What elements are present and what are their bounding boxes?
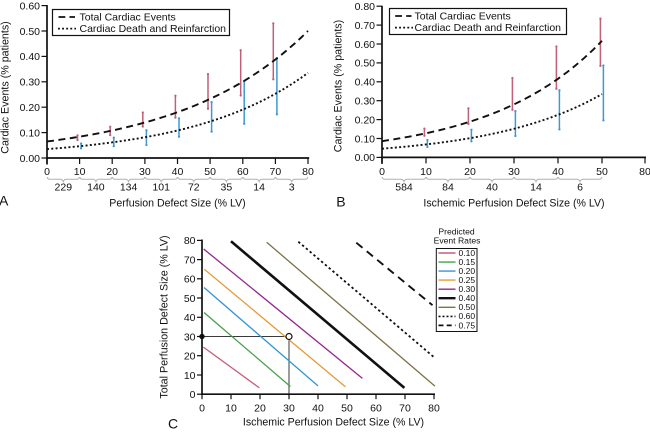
svg-text:40: 40	[552, 166, 564, 178]
svg-text:0.40: 0.40	[355, 77, 376, 89]
svg-text:A: A	[0, 193, 9, 209]
svg-text:0.40: 0.40	[459, 293, 476, 303]
svg-text:70: 70	[399, 403, 411, 415]
svg-text:30: 30	[283, 403, 295, 415]
svg-text:70: 70	[184, 254, 196, 266]
svg-text:10: 10	[225, 403, 237, 415]
svg-text:0.00: 0.00	[20, 153, 41, 165]
svg-text:0.30: 0.30	[355, 96, 376, 108]
svg-text:30: 30	[508, 166, 520, 178]
svg-text:6: 6	[577, 182, 583, 194]
svg-text:Cardiac Death and Reinfarction: Cardiac Death and Reinfarction	[80, 23, 227, 35]
svg-text:Cardiac Events (% patients): Cardiac Events (% patients)	[333, 20, 345, 152]
svg-text:40: 40	[184, 312, 196, 324]
svg-text:584: 584	[395, 182, 413, 194]
svg-text:80: 80	[302, 166, 314, 178]
svg-text:Cardiac Events (% patients): Cardiac Events (% patients)	[0, 21, 12, 153]
svg-text:0.40: 0.40	[20, 51, 41, 63]
svg-text:60: 60	[370, 403, 382, 415]
svg-text:0.20: 0.20	[459, 266, 476, 276]
svg-text:0.30: 0.30	[20, 77, 41, 89]
svg-text:80: 80	[639, 166, 650, 178]
svg-text:20: 20	[254, 403, 266, 415]
svg-text:50: 50	[184, 293, 196, 305]
svg-text:50: 50	[341, 403, 353, 415]
svg-text:Total Cardiac Events: Total Cardiac Events	[415, 11, 511, 23]
svg-text:Event Rates: Event Rates	[434, 236, 481, 246]
svg-text:0: 0	[190, 389, 196, 401]
svg-text:0.80: 0.80	[355, 1, 376, 13]
svg-text:30: 30	[184, 331, 196, 343]
svg-text:10: 10	[184, 370, 196, 382]
svg-text:Ischemic Perfusion Defect Size: Ischemic Perfusion Defect Size (% LV)	[243, 417, 424, 429]
svg-text:0.20: 0.20	[20, 102, 41, 114]
svg-text:20: 20	[106, 166, 118, 178]
svg-text:0.15: 0.15	[459, 257, 476, 267]
svg-text:0.00: 0.00	[355, 152, 376, 164]
svg-text:84: 84	[442, 182, 454, 194]
svg-text:72: 72	[188, 182, 200, 194]
svg-text:0.50: 0.50	[20, 26, 41, 38]
svg-text:0.70: 0.70	[355, 20, 376, 32]
svg-text:0.60: 0.60	[355, 39, 376, 51]
svg-text:0: 0	[199, 403, 205, 415]
svg-text:B: B	[336, 193, 345, 209]
svg-text:0.50: 0.50	[459, 302, 476, 312]
svg-text:Perfusion Defect Size (% LV): Perfusion Defect Size (% LV)	[109, 198, 245, 210]
svg-text:0.60: 0.60	[20, 0, 41, 12]
svg-text:50: 50	[596, 166, 608, 178]
svg-text:20: 20	[464, 166, 476, 178]
svg-text:C: C	[168, 415, 178, 431]
svg-text:140: 140	[87, 182, 105, 194]
svg-text:Total Perfusion Defect Size (%: Total Perfusion Defect Size (% LV)	[159, 235, 171, 398]
svg-text:0: 0	[379, 166, 385, 178]
svg-text:0.20: 0.20	[355, 114, 376, 126]
svg-text:60: 60	[237, 166, 249, 178]
svg-text:134: 134	[120, 182, 138, 194]
svg-text:0.30: 0.30	[459, 284, 476, 294]
svg-text:Ischemic Perfusion Defect Size: Ischemic Perfusion Defect Size (% LV)	[423, 198, 604, 210]
svg-text:10: 10	[74, 166, 86, 178]
svg-text:30: 30	[139, 166, 151, 178]
svg-text:0: 0	[44, 166, 50, 178]
svg-text:Predicted: Predicted	[438, 227, 475, 237]
svg-text:50: 50	[204, 166, 216, 178]
svg-text:40: 40	[312, 403, 324, 415]
svg-text:0.75: 0.75	[459, 320, 476, 330]
svg-text:101: 101	[152, 182, 170, 194]
svg-text:80: 80	[428, 403, 440, 415]
svg-text:35: 35	[221, 182, 233, 194]
svg-text:0.60: 0.60	[459, 311, 476, 321]
svg-text:3: 3	[289, 182, 295, 194]
svg-text:0.10: 0.10	[20, 127, 41, 139]
svg-text:229: 229	[55, 182, 73, 194]
svg-text:20: 20	[184, 351, 196, 363]
svg-text:60: 60	[184, 274, 196, 286]
svg-text:14: 14	[530, 182, 542, 194]
svg-text:70: 70	[270, 166, 282, 178]
svg-text:0.10: 0.10	[459, 248, 476, 258]
svg-text:Total Cardiac Events: Total Cardiac Events	[80, 12, 176, 24]
svg-text:Cardiac Death and Reinfarction: Cardiac Death and Reinfarction	[415, 22, 562, 34]
svg-text:0.10: 0.10	[355, 133, 376, 145]
svg-text:80: 80	[184, 235, 196, 247]
svg-text:40: 40	[486, 182, 498, 194]
svg-text:40: 40	[172, 166, 184, 178]
svg-text:10: 10	[420, 166, 432, 178]
svg-text:0.25: 0.25	[459, 275, 476, 285]
svg-text:0.50: 0.50	[355, 58, 376, 70]
svg-text:14: 14	[253, 182, 265, 194]
